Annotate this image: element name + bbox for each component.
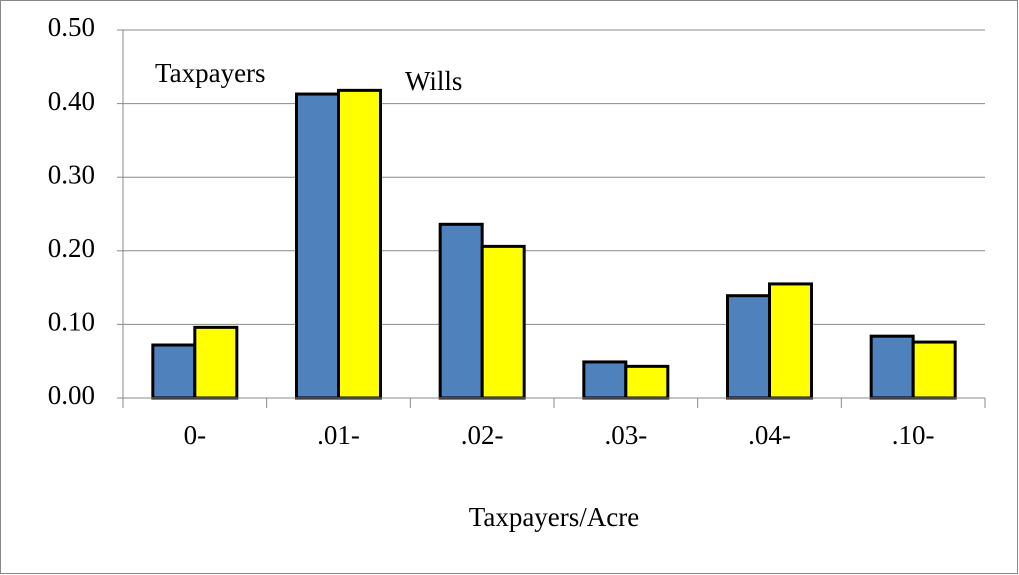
x-tick-label: .01-	[317, 420, 360, 450]
bar	[624, 364, 670, 400]
x-tick-label: .10-	[892, 420, 935, 450]
x-tick-label: .03-	[604, 420, 647, 450]
y-tick-label: 0.30	[48, 159, 95, 189]
x-tick-label: .02-	[461, 420, 504, 450]
bar	[726, 294, 771, 400]
x-axis-title: Taxpayers/Acre	[469, 502, 640, 532]
bar	[869, 334, 915, 400]
bar	[582, 360, 628, 400]
y-tick-label: 0.00	[48, 380, 95, 410]
y-tick-label: 0.10	[48, 307, 95, 337]
bar	[480, 244, 526, 400]
bar	[768, 282, 813, 400]
bar	[337, 88, 382, 400]
legend-label: Wills	[405, 66, 462, 96]
y-tick-label: 0.20	[48, 233, 95, 263]
bar	[438, 222, 484, 400]
bar	[193, 325, 239, 400]
x-tick-label: .04-	[748, 420, 791, 450]
x-tick-label: 0-	[184, 420, 207, 450]
bar	[151, 343, 197, 400]
legend-label: Taxpayers	[155, 58, 266, 88]
bar	[911, 340, 957, 400]
y-tick-label: 0.40	[48, 86, 95, 116]
y-tick-label: 0.50	[48, 12, 95, 42]
bar	[295, 92, 340, 400]
